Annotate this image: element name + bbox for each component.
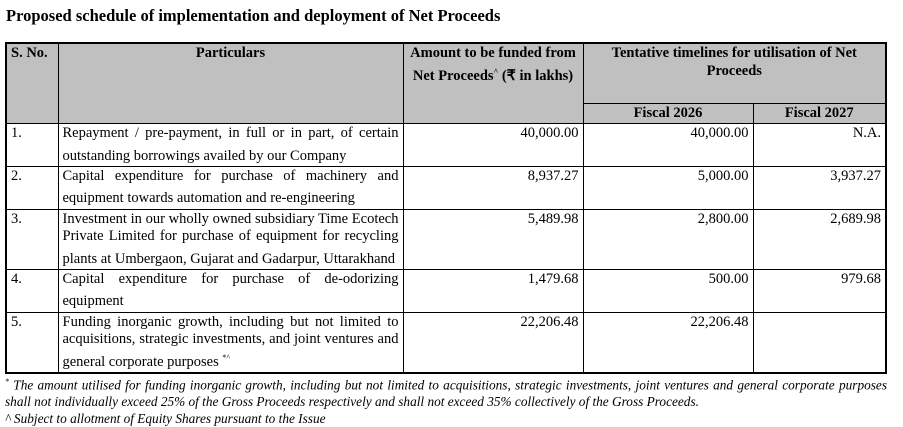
cell-fiscal-2026: 5,000.00 bbox=[582, 165, 754, 210]
cell-particulars: Investment in our wholly owned subsidiar… bbox=[57, 208, 404, 270]
cell-fiscal-2026: 22,206.48 bbox=[582, 311, 754, 374]
table-row: 4. Capital expenditure for purchase of d… bbox=[5, 268, 887, 313]
cell-fiscal-2027 bbox=[752, 311, 887, 374]
cell-sno: 2. bbox=[5, 165, 59, 210]
cell-amount: 1,479.68 bbox=[402, 268, 584, 313]
footnote-2: ^ Subject to allotment of Equity Shares … bbox=[5, 411, 326, 427]
table-row: 5. Funding inorganic growth, including b… bbox=[5, 311, 887, 374]
cell-fiscal-2026: 40,000.00 bbox=[582, 123, 754, 167]
table-row: 3. Investment in our wholly owned subsid… bbox=[5, 208, 887, 270]
header-particulars: Particulars bbox=[57, 42, 404, 124]
cell-amount: 40,000.00 bbox=[402, 123, 584, 167]
cell-amount: 5,489.98 bbox=[402, 208, 584, 270]
cell-fiscal-2027: N.A. bbox=[752, 123, 887, 167]
header-amount: Amount to be funded from Net Proceeds^ (… bbox=[402, 42, 584, 124]
cell-fiscal-2027: 979.68 bbox=[752, 268, 887, 313]
table-row: 1. Repayment / pre-payment, in full or i… bbox=[5, 123, 887, 167]
footnotes: * The amount utilised for funding inorga… bbox=[5, 373, 887, 427]
table-row: 2. Capital expenditure for purchase of m… bbox=[5, 165, 887, 210]
cell-particulars: Capital expenditure for purchase of mach… bbox=[57, 165, 404, 210]
cell-sno: 4. bbox=[5, 268, 59, 313]
header-timelines: Tentative timelines for utilisation of N… bbox=[582, 42, 887, 104]
net-proceeds-schedule-table: S. No. Particulars Amount to be funded f… bbox=[5, 42, 888, 375]
cell-sno: 5. bbox=[5, 311, 59, 374]
cell-particulars: Funding inorganic growth, including but … bbox=[57, 311, 404, 374]
cell-fiscal-2026: 2,800.00 bbox=[582, 208, 754, 270]
cell-amount: 8,937.27 bbox=[402, 165, 584, 210]
cell-sno: 1. bbox=[5, 123, 59, 167]
cell-sno: 3. bbox=[5, 208, 59, 270]
cell-particulars: Capital expenditure for purchase of de-o… bbox=[57, 268, 404, 313]
header-fiscal-2027: Fiscal 2027 bbox=[752, 102, 887, 124]
header-sno: S. No. bbox=[5, 42, 59, 124]
cell-fiscal-2027: 3,937.27 bbox=[752, 165, 887, 210]
cell-fiscal-2027: 2,689.98 bbox=[752, 208, 887, 270]
footnote-1: * The amount utilised for funding inorga… bbox=[5, 377, 887, 410]
cell-fiscal-2026: 500.00 bbox=[582, 268, 754, 313]
cell-amount: 22,206.48 bbox=[402, 311, 584, 374]
header-fiscal-2026: Fiscal 2026 bbox=[582, 102, 754, 124]
section-title: Proposed schedule of implementation and … bbox=[6, 6, 501, 25]
cell-particulars: Repayment / pre-payment, in full or in p… bbox=[57, 123, 404, 167]
